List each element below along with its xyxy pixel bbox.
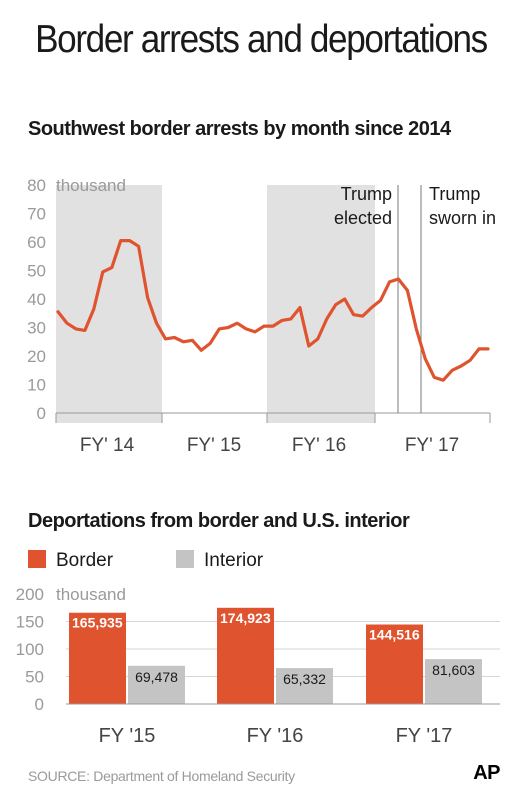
bar-y-unit-label: thousand <box>56 585 126 604</box>
annotation-label-1: Trump <box>429 184 480 204</box>
annotation-label-0: elected <box>334 208 392 228</box>
x-label-1: FY' 15 <box>187 435 241 456</box>
legend-label-border: Border <box>56 550 114 571</box>
bar-border <box>69 612 126 704</box>
bar-value-label-interior: 69,478 <box>135 669 178 685</box>
bar-value-label-interior: 81,603 <box>432 662 475 678</box>
x-label-2: FY' 16 <box>292 435 346 456</box>
legend-label-interior: Interior <box>204 550 264 571</box>
y-tick-label: 80 <box>27 176 46 195</box>
bar-y-tick-label: 0 <box>35 695 44 714</box>
source-note: SOURCE: Department of Homeland Security <box>28 768 295 784</box>
x-label-0: FY' 14 <box>80 435 135 456</box>
bar-border <box>217 607 274 704</box>
bar-category-label: FY '15 <box>99 725 156 747</box>
bar-y-tick-label: 200 <box>16 585 44 604</box>
bar-category-label: FY '16 <box>247 725 304 747</box>
bar-y-tick-label: 100 <box>16 640 44 659</box>
shaded-period-0 <box>56 185 162 423</box>
shaded-period-1 <box>267 185 375 423</box>
line-chart: 0 10 20 30 40 50 60 70 80 thousand Trump elected Tru… <box>27 176 496 456</box>
bar-value-label-border: 144,516 <box>369 627 420 643</box>
y-tick-label: 20 <box>27 347 46 366</box>
bar-border <box>366 624 423 704</box>
y-unit-label: thousand <box>56 176 126 195</box>
bar-value-label-interior: 65,332 <box>283 671 326 687</box>
line-chart-title: Southwest border arrests by month since … <box>28 118 451 140</box>
bar-value-label-border: 174,923 <box>220 610 271 626</box>
y-tick-label: 50 <box>27 262 46 281</box>
y-tick-label: 0 <box>37 404 46 423</box>
y-tick-label: 70 <box>27 205 46 224</box>
bar-interior <box>128 665 185 704</box>
bar-chart: Border Interior 0 50 100 150 200 thousand 165,93… <box>16 550 500 747</box>
y-tick-label: 40 <box>27 290 46 309</box>
bar-y-tick-label: 150 <box>16 613 44 632</box>
annotation-label-1: sworn in <box>429 208 496 228</box>
bar-category-label: FY '17 <box>396 725 453 747</box>
annotation-label-0: Trump <box>341 184 392 204</box>
y-tick-label: 10 <box>27 376 46 395</box>
bar-value-label-border: 165,935 <box>72 615 123 631</box>
x-label-3: FY' 17 <box>405 435 459 456</box>
bar-chart-title: Deportations from border and U.S. interi… <box>28 510 410 532</box>
bar-y-tick-label: 50 <box>25 668 44 687</box>
ap-logo: AP <box>473 762 500 784</box>
page-title: Border arrests and deportations <box>35 18 488 61</box>
y-tick-label: 60 <box>27 233 46 252</box>
bar-interior <box>276 668 333 704</box>
y-tick-label: 30 <box>27 319 46 338</box>
legend-swatch-border <box>28 550 46 568</box>
bar-interior <box>425 659 482 704</box>
legend-swatch-interior <box>176 550 194 568</box>
